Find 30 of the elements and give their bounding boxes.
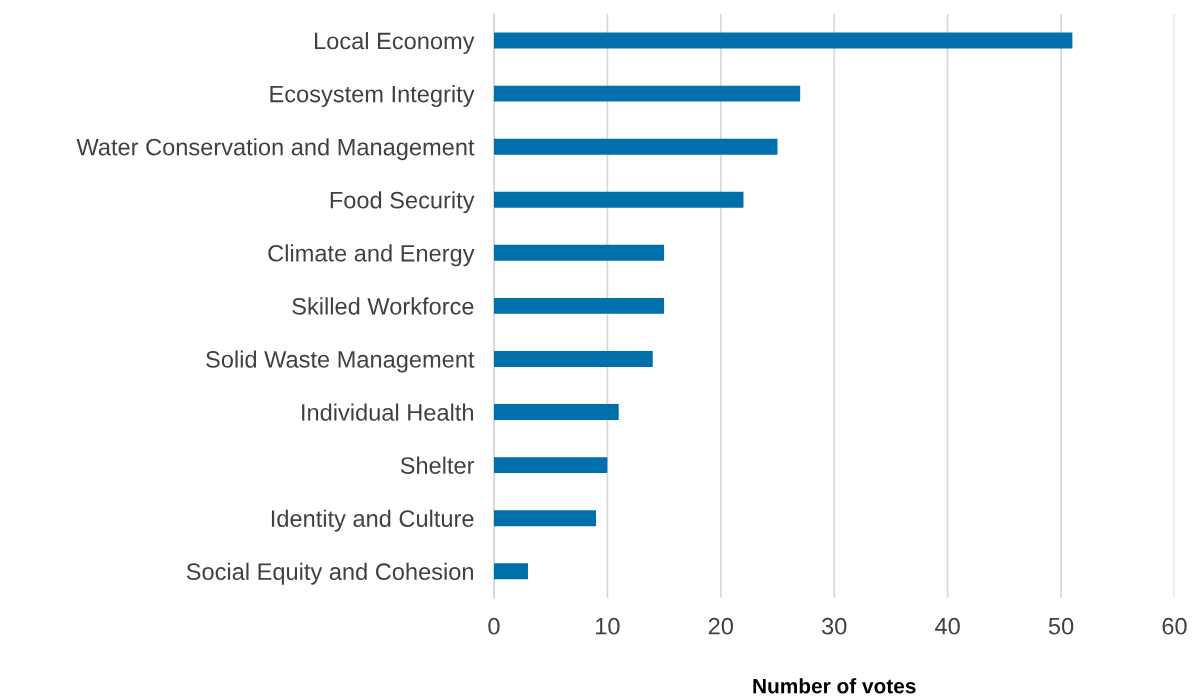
bar [493,85,801,102]
y-tick-label: Solid Waste Management [206,350,475,373]
x-tick-label: 10 [596,617,620,635]
y-tick-label: Individual Health [302,403,473,421]
y-tick-label: Social Equity and Cohesion [186,562,473,585]
x-tick-label: 50 [1048,617,1074,635]
x-tick-label: 60 [1162,617,1187,635]
x-tick-label: 20 [708,617,733,635]
bar [493,244,665,261]
x-axis-title: Number of votes [753,678,916,694]
y-tick-label: Identity and Culture [271,509,474,532]
bar [493,297,665,314]
y-tick-label: Water Conservation and Management [76,138,475,161]
y-tick-label: Ecosystem Integrity [270,85,475,108]
y-tick-label: Food Security [330,191,475,214]
y-tick-label: Skilled Workforce [292,297,474,315]
bar [493,191,744,208]
x-tick-label: 30 [821,617,847,635]
y-tick-label: Climate and Energy [268,244,475,267]
bar [493,32,1073,49]
bar [493,138,778,155]
bar [493,351,653,367]
x-tick-label: 40 [935,617,960,635]
bar [493,510,597,527]
x-tick-label: 0 [488,617,500,635]
bar [493,457,608,474]
y-tick-label: Local Economy [315,31,475,54]
y-tick-label: Shelter [400,456,475,474]
bar [493,563,528,580]
bar [493,404,619,421]
